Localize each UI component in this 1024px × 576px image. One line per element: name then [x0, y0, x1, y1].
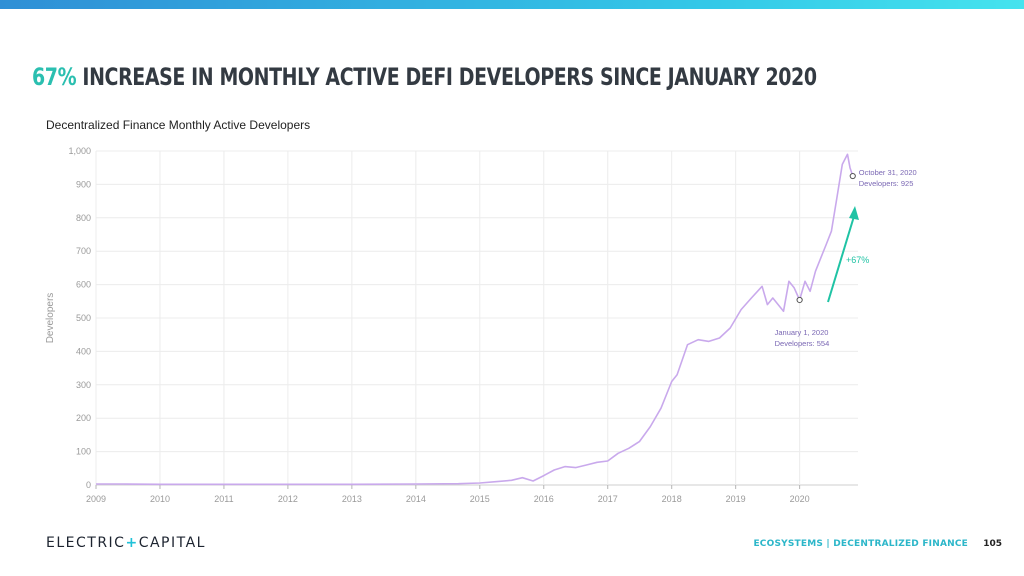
y-tick-label: 0	[86, 480, 91, 490]
x-tick-label: 2017	[598, 494, 618, 504]
y-tick-label: 100	[76, 447, 91, 457]
y-tick-label: 600	[76, 280, 91, 290]
growth-percent-label: +67%	[846, 255, 869, 265]
electric-capital-logo: ELECTRIC+CAPITAL	[46, 535, 206, 551]
x-tick-label: 2019	[726, 494, 746, 504]
growth-arrow-head	[849, 206, 859, 220]
logo-word-electric: ELECTRIC	[46, 535, 126, 551]
y-tick-label: 1,000	[68, 146, 91, 156]
growth-arrow-shaft	[827, 212, 856, 303]
x-tick-label: 2009	[86, 494, 106, 504]
oct-2020-value-label: Developers: 925	[859, 179, 914, 188]
chart-annotations: January 1, 2020 Developers: 554 October 31…	[775, 168, 917, 348]
x-tick-label: 2020	[790, 494, 810, 504]
top-gradient-bar	[0, 0, 1024, 9]
x-tick-label: 2016	[534, 494, 554, 504]
y-tick-label: 500	[76, 313, 91, 323]
logo-word-capital: CAPITAL	[138, 535, 206, 551]
chart-series	[96, 153, 854, 486]
oct-2020-date-label: October 31, 2020	[859, 168, 917, 177]
x-tick-label: 2012	[278, 494, 298, 504]
x-tick-label: 2013	[342, 494, 362, 504]
logo-plus-mark: +	[125, 535, 139, 551]
y-tick-label: 300	[76, 380, 91, 390]
y-tick-label: 200	[76, 413, 91, 423]
headline-accent: 67%	[32, 63, 77, 91]
x-tick-label: 2011	[214, 494, 233, 504]
developers-series-line	[96, 153, 854, 486]
y-tick-label: 700	[76, 246, 91, 256]
x-tick-label: 2014	[406, 494, 426, 504]
oct-2020-marker	[849, 172, 856, 180]
y-tick-label: 400	[76, 346, 91, 356]
page-number: 105	[983, 539, 1002, 549]
section-label: Ecosystems | Decentralized Finance	[753, 539, 968, 549]
chart-grid	[95, 150, 858, 486]
x-tick-label: 2018	[662, 494, 682, 504]
chart-axes: 0 100 200 300 400 500 600 700 800 900 1,000 2009 201…	[45, 146, 810, 504]
y-axis-label: Developers	[45, 293, 56, 344]
x-tick-label: 2015	[470, 494, 490, 504]
y-tick-label: 800	[76, 213, 91, 223]
chart-title: Decentralized Finance Monthly Active Dev…	[46, 118, 311, 132]
slide-headline: 67% Increase in monthly active DeFi deve…	[32, 60, 817, 94]
x-tick-label: 2010	[150, 494, 170, 504]
jan-2020-marker	[796, 296, 803, 304]
developers-line-chart: 0 100 200 300 400 500 600 700 800 900 1,000 2009 201…	[45, 146, 917, 504]
headline-text: Increase in monthly active DeFi develope…	[82, 63, 817, 91]
jan-2020-date-label: January 1, 2020	[775, 328, 829, 337]
jan-2020-value-label: Developers: 554	[775, 339, 830, 348]
y-tick-label: 900	[76, 179, 91, 189]
